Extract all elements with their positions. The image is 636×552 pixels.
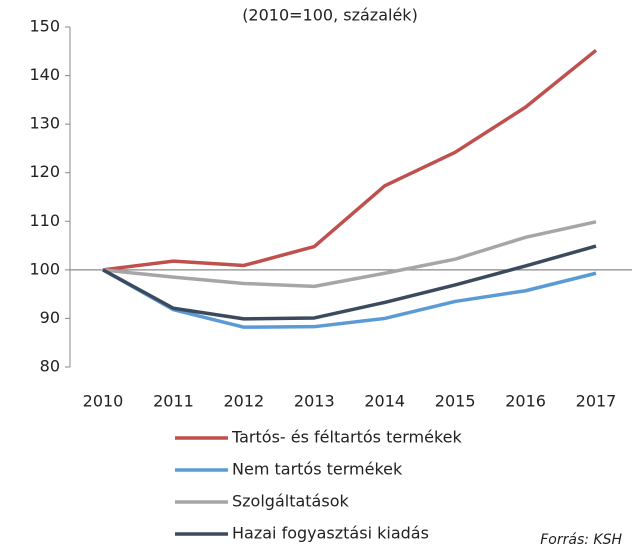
x-tick-label: 2015 [435,392,476,411]
x-tick-label: 2014 [364,392,405,411]
legend-label: Tartós- és féltartós termékek [231,428,462,447]
x-tick-label: 2016 [505,392,546,411]
x-tick-label: 2012 [223,392,264,411]
y-tick-label: 150 [29,17,60,36]
line-series [102,244,597,321]
y-tick-label: 140 [29,65,60,84]
line-series [102,220,597,289]
chart-subtitle: (2010=100, százalék) [242,6,418,25]
y-tick-label: 90 [40,308,60,327]
y-tick-label: 110 [29,211,60,230]
line-series [102,48,598,272]
line-series [102,268,597,329]
x-tick-label: 2010 [83,392,124,411]
legend-label: Szolgáltatások [232,492,349,511]
y-tick-label: 120 [29,162,60,181]
x-tick-label: 2013 [294,392,335,411]
x-tick-label: 2017 [576,392,617,411]
source: Forrás: KSH [540,532,622,548]
y-tick-label: 100 [29,259,60,278]
legend-label: Nem tartós termékek [232,460,403,479]
y-tick-label: 80 [40,357,60,376]
y-tick-label: 130 [29,114,60,133]
legend-label: Hazai fogyasztási kiadás [232,524,429,543]
x-tick-label: 2011 [153,392,194,411]
